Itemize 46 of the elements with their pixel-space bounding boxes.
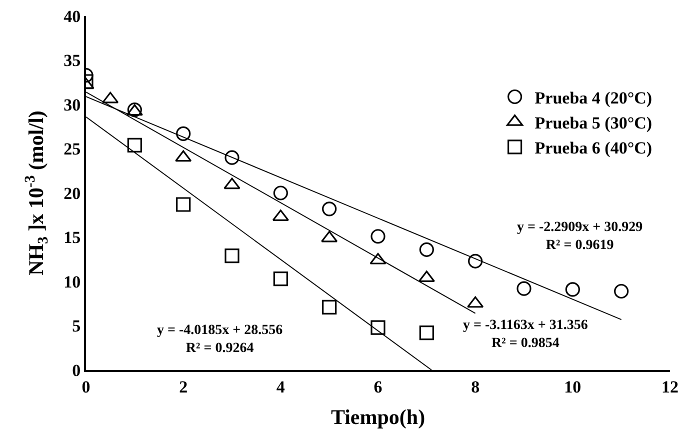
point <box>370 252 386 264</box>
y-tick-label: 35 <box>64 51 81 70</box>
point <box>370 320 386 335</box>
point <box>224 178 240 190</box>
legend-label: Prueba 6 (40°C) <box>534 138 652 158</box>
point <box>102 92 119 104</box>
point <box>224 248 240 264</box>
point <box>321 230 338 242</box>
y-tick-label: 20 <box>64 184 81 203</box>
point <box>516 281 532 296</box>
point <box>127 138 142 153</box>
y-tick-label: 30 <box>64 95 81 114</box>
legend-label: Prueba 4 (20°C) <box>534 88 652 108</box>
point <box>418 270 435 282</box>
point <box>565 282 580 297</box>
point <box>370 229 386 244</box>
y-tick-label: 10 <box>64 272 81 292</box>
point <box>273 272 288 286</box>
point <box>176 126 191 142</box>
point <box>224 150 240 165</box>
point <box>468 254 483 268</box>
point <box>467 296 484 308</box>
x-tick-label: 2 <box>179 377 188 396</box>
point <box>419 326 434 340</box>
x-axis-title: Tiempo(h) <box>330 405 426 430</box>
legend-label: Prueba 5 (30°C) <box>534 113 652 132</box>
annotation: y = -4.0185x + 28.556 R² = 0.9264 <box>157 323 283 356</box>
y-tick-label: 40 <box>64 6 81 26</box>
y-tick-label: 5 <box>72 316 81 336</box>
y-tick-label: 15 <box>64 228 81 248</box>
x-tick-label: 10 <box>564 377 582 396</box>
point <box>419 242 434 257</box>
point <box>175 150 192 162</box>
point <box>273 186 288 200</box>
x-tick-label: 4 <box>276 377 286 396</box>
annotation: y = -2.2909x + 30.929 R² = 0.9619 <box>517 220 643 254</box>
point <box>322 300 337 314</box>
annotation: y = -3.1163x + 31.356 R² = 0.9854 <box>463 318 588 352</box>
point <box>176 197 191 212</box>
x-tick-label: 8 <box>471 377 480 396</box>
y-tick-label: 25 <box>64 140 81 159</box>
point <box>322 202 337 216</box>
x-tick-label: 12 <box>662 377 678 396</box>
y-tick-label: 0 <box>72 360 81 380</box>
x-tick-label: 6 <box>374 377 382 396</box>
point <box>614 284 629 299</box>
